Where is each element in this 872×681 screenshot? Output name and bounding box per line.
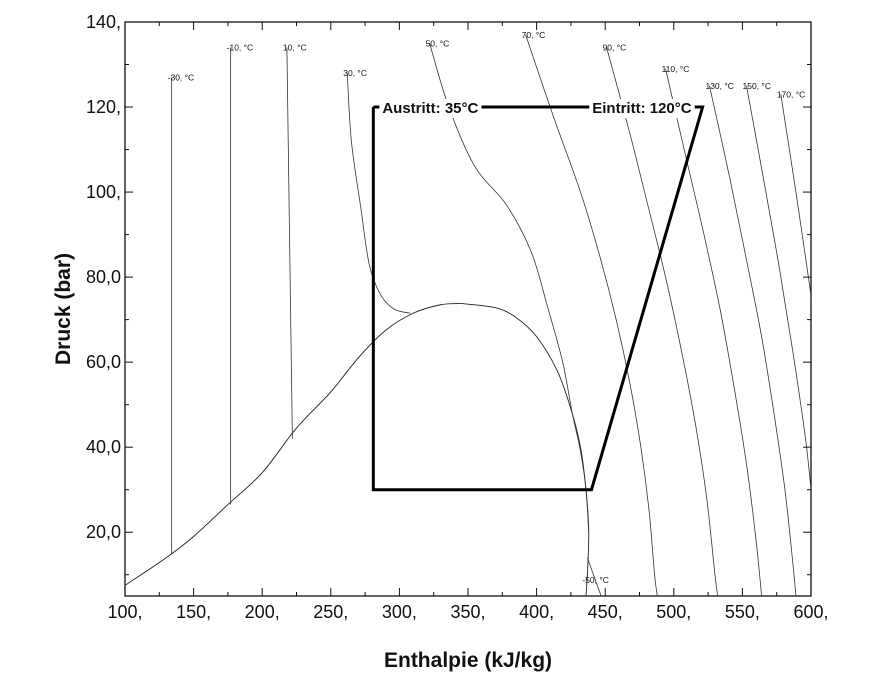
isotherm-label: 70, °C <box>522 30 546 40</box>
saturated-liquid-line <box>125 303 462 586</box>
isotherm-line-170C <box>780 94 811 299</box>
annotation-inlet: Eintritt: 120°C <box>592 100 692 117</box>
isotherm-line-70C <box>525 34 658 596</box>
annotation-background <box>379 99 482 119</box>
annotation-background <box>589 99 695 119</box>
x-tick-label: 400, <box>519 602 554 622</box>
saturated-vapor-line <box>461 303 590 596</box>
isotherm-line-10C <box>286 47 293 439</box>
y-tick-label: 20,0 <box>86 522 121 542</box>
isotherm-label: 50, °C <box>426 38 450 48</box>
x-tick-label: 300, <box>382 602 417 622</box>
isotherm-label: -50, °C <box>582 575 609 585</box>
y-tick-label: 140, <box>86 12 121 32</box>
isotherm-line-150C <box>746 85 811 490</box>
x-tick-label: 250, <box>313 602 348 622</box>
y-tick-label: 120, <box>86 97 121 117</box>
x-tick-label: 350, <box>450 602 485 622</box>
process-cycle-line <box>371 105 705 492</box>
x-tick-label: 600, <box>793 602 828 622</box>
isotherm-label: 110, °C <box>662 64 690 74</box>
y-tick-label: 80,0 <box>86 267 121 287</box>
isotherm-line-minus-50C <box>586 557 602 596</box>
isotherm-line-30C <box>346 72 411 314</box>
x-axis-title: Enthalpie (kJ/kg) <box>384 649 552 672</box>
y-tick-label: 40,0 <box>86 437 121 457</box>
isotherm-label: -10, °C <box>227 43 254 53</box>
isotherm-label: 10, °C <box>283 43 307 53</box>
isotherm-line-90C <box>606 47 719 596</box>
isotherm-label: 130, °C <box>705 81 733 91</box>
x-tick-label: 100, <box>107 602 142 622</box>
isotherm-line-110C <box>665 68 763 596</box>
isotherm-label: -30, °C <box>168 72 195 82</box>
isotherm-label: 170, °C <box>777 89 805 99</box>
annotation-outlet: Austritt: 35°C <box>382 100 478 117</box>
x-tick-label: 450, <box>588 602 623 622</box>
isotherm-line-130C <box>709 85 797 596</box>
isotherm-line-50C <box>429 43 590 533</box>
isotherm-label: 30, °C <box>343 68 367 78</box>
y-tick-label: 60,0 <box>86 352 121 372</box>
x-tick-label: 150, <box>176 602 211 622</box>
x-tick-label: 200, <box>245 602 280 622</box>
x-tick-label: 550, <box>725 602 760 622</box>
y-axis-title: Druck (bar) <box>52 253 75 365</box>
isotherm-label: 150, °C <box>743 81 771 91</box>
x-tick-label: 500, <box>656 602 691 622</box>
y-tick-label: 100, <box>86 182 121 202</box>
isotherm-label: 90, °C <box>603 43 627 53</box>
